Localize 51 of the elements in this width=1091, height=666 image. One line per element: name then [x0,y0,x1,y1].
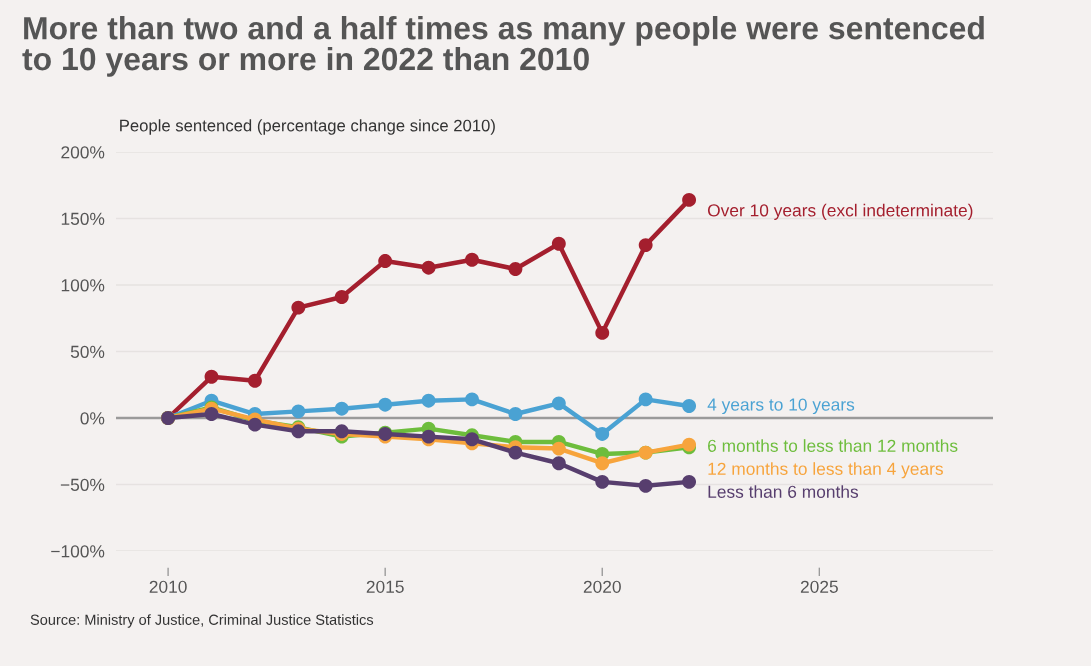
y-tick-label: −50% [60,478,105,491]
x-tick-label: 2020 [583,580,621,593]
point [508,445,523,460]
point [465,392,479,407]
x-tick-label: 2025 [800,580,838,593]
series-label: 4 years to 10 years [707,398,855,415]
point [551,236,566,251]
point [204,407,219,421]
source-note: Source: Ministry of Justice, Criminal Justice Statistics [30,614,374,628]
point [291,404,306,419]
point [465,252,479,267]
point [682,192,697,207]
point [421,260,436,275]
point [334,290,349,304]
point [204,369,219,384]
chart-title: More than two and a half times as many people were sentenced to 10 years or more in 2022 than 2010 [22,16,984,77]
point [247,373,262,388]
y-tick-label: 150% [61,212,105,225]
point [465,432,479,447]
point [378,254,393,268]
point [551,441,566,456]
x-tick-label: 2010 [149,580,187,593]
point [638,392,653,407]
y-tick-label: 50% [70,345,105,358]
point [378,397,393,412]
y-tick-label: 100% [61,279,105,292]
point [682,474,697,489]
point [247,417,262,432]
point [551,396,566,411]
point [291,300,306,315]
point [595,325,610,340]
point [508,262,523,276]
point [638,238,653,253]
series-label: Over 10 years (excl indeterminate) [707,203,973,220]
y-tick-label: 0% [80,412,105,425]
point [595,427,610,441]
series-label: 12 months to less than 4 years [708,462,943,479]
x-tick-label: 2015 [366,580,404,593]
point [508,407,523,421]
y-tick-label: −100% [51,545,105,558]
series-label: Less than 6 months [708,485,859,498]
point [551,456,566,471]
point [638,478,653,493]
series-label: 6 months to less than 12 months [708,439,958,452]
point [682,399,697,413]
point [595,474,610,489]
y-tick-label: 200% [61,146,105,159]
point [421,393,436,408]
y-axis-title: People sentenced (percentage change since 2010) [120,119,495,135]
point [334,401,349,416]
point [595,456,610,471]
